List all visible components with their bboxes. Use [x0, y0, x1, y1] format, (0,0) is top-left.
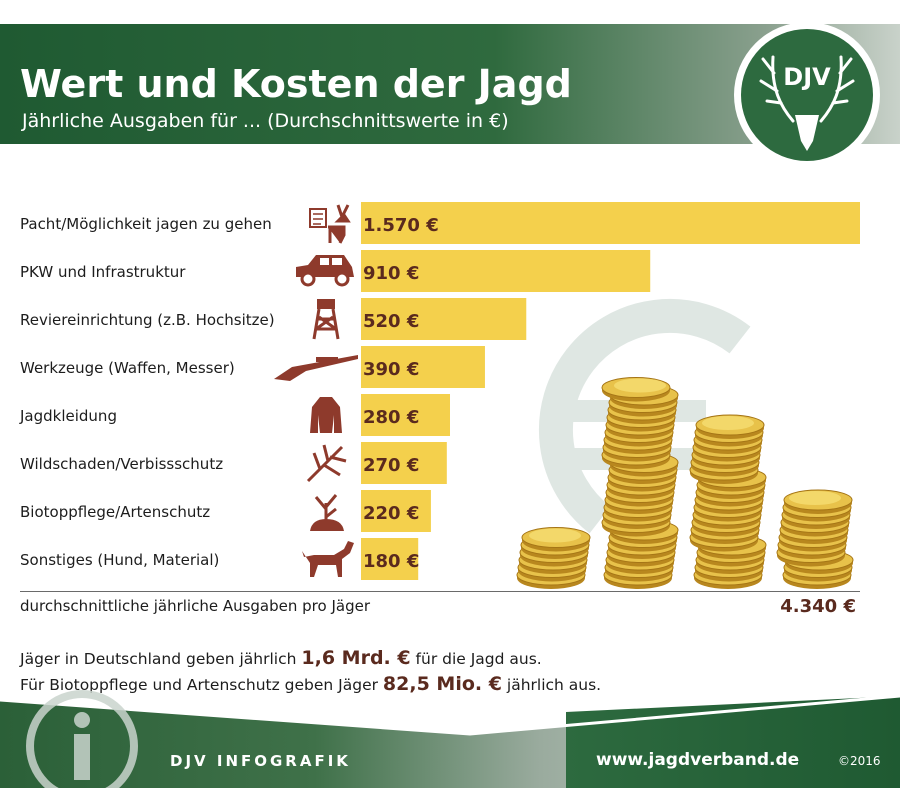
fact-2-amount: 82,5 Mio. € — [382, 673, 502, 695]
footer-brand: DJV INFOGRAFIK — [170, 752, 351, 770]
bar — [361, 442, 447, 484]
bar — [361, 202, 860, 244]
car-icon — [296, 255, 354, 287]
bar — [361, 346, 485, 388]
coin-stack — [516, 527, 591, 589]
fact-1-amount: 1,6 Mrd. € — [301, 647, 411, 669]
bar — [361, 538, 419, 580]
bar-value-label: 1.570 € — [363, 215, 439, 236]
footer-url[interactable]: www.jagdverband.de — [596, 750, 800, 770]
category-label: Jagdkleidung — [19, 407, 117, 425]
bar-value-label: 180 € — [363, 551, 419, 572]
category-label: Sonstiges (Hund, Material) — [20, 551, 219, 569]
category-label: PKW und Infrastruktur — [20, 263, 186, 281]
footer-copyright: ©2016 — [838, 754, 881, 768]
tree-habitat-icon — [310, 494, 344, 531]
bar — [361, 394, 450, 436]
plant-protection-icon — [306, 444, 347, 483]
djv-logo: DJV — [734, 22, 880, 168]
coin-stack — [601, 377, 679, 589]
bar-value-label: 390 € — [363, 359, 419, 380]
rifle-icon — [274, 355, 358, 381]
bar — [361, 250, 651, 292]
logo-badge: DJV — [741, 29, 873, 161]
bar-value-label: 520 € — [363, 311, 419, 332]
coin-stack — [776, 489, 854, 589]
category-label: Pacht/Möglichkeit jagen zu gehen — [20, 215, 272, 233]
fact-line-1: Jäger in Deutschland geben jährlich 1,6 … — [20, 647, 542, 669]
bar-value-label: 910 € — [363, 263, 419, 284]
hunting-stand-icon — [312, 299, 340, 340]
bar — [361, 298, 527, 340]
fact-line-2: Für Biotoppflege und Artenschutz geben J… — [20, 673, 601, 695]
lease-deer-icon — [309, 204, 351, 244]
fact-2-prefix: Für Biotoppflege und Artenschutz geben J… — [20, 676, 378, 694]
fact-2-suffix: jährlich aus. — [506, 676, 602, 694]
antlers-icon — [759, 55, 855, 151]
expenses-bar-chart: Pacht/Möglichkeit jagen zu gehen 1.570 € P… — [19, 202, 860, 589]
bar-value-label: 280 € — [363, 407, 419, 428]
dog-icon — [302, 541, 354, 577]
coin-stack — [689, 414, 767, 589]
category-label: Reviereinrichtung (z.B. Hochsitze) — [20, 311, 275, 329]
footer-band — [0, 690, 900, 788]
total-divider — [20, 591, 860, 592]
fact-1-prefix: Jäger in Deutschland geben jährlich — [20, 650, 297, 668]
total-value: 4.340 € — [780, 596, 856, 617]
category-label: Biotoppflege/Artenschutz — [20, 503, 210, 521]
bar — [361, 490, 431, 532]
logo-text: DJV — [783, 63, 831, 91]
category-label: Werkzeuge (Waffen, Messer) — [20, 359, 235, 377]
jacket-icon — [310, 397, 342, 433]
bar-value-label: 270 € — [363, 455, 419, 476]
coins-decoration — [516, 299, 854, 589]
page-title: Wert und Kosten der Jagd — [20, 62, 572, 106]
category-label: Wildschaden/Verbissschutz — [20, 455, 223, 473]
info-icon — [26, 690, 138, 788]
page-subtitle: Jährliche Ausgaben für ... (Durchschnitt… — [22, 110, 509, 132]
total-label: durchschnittliche jährliche Ausgaben pro… — [20, 597, 370, 615]
bar-value-label: 220 € — [363, 503, 419, 524]
fact-1-suffix: für die Jagd aus. — [415, 650, 542, 668]
